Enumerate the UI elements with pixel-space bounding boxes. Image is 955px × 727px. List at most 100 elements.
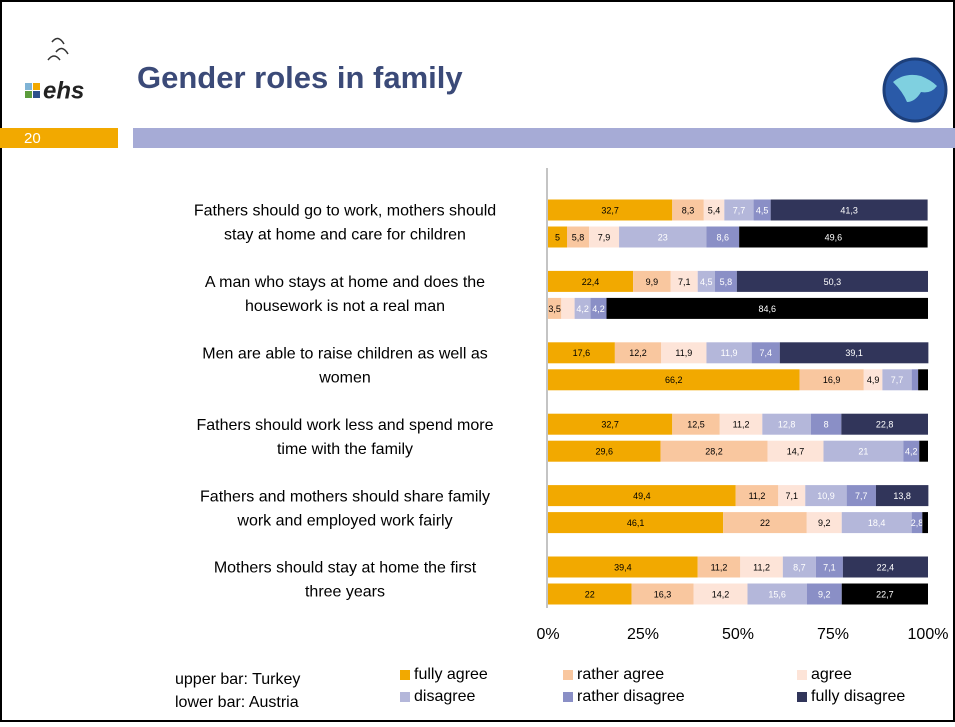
data-label: 8,7 xyxy=(793,562,806,572)
bar-segment xyxy=(548,485,736,507)
bar-segment xyxy=(619,226,707,248)
data-label: 12,8 xyxy=(778,420,796,430)
logo-square xyxy=(25,91,32,98)
legend-swatch xyxy=(400,670,410,680)
category-label: housework is not a real man xyxy=(245,298,445,315)
logo-square xyxy=(33,91,40,98)
bar-segment xyxy=(548,369,800,391)
data-label: 32,7 xyxy=(601,420,619,430)
bar-segment xyxy=(706,342,752,364)
data-label: 22,8 xyxy=(876,420,894,430)
data-label: 84,6 xyxy=(758,304,776,314)
logo: ehs xyxy=(25,37,84,104)
category-label: time with the family xyxy=(277,441,413,458)
bar-segment xyxy=(633,270,671,292)
page-number: 20 xyxy=(24,130,41,147)
bar-segment xyxy=(548,556,698,578)
data-label: 14,2 xyxy=(712,589,730,599)
bar-segment xyxy=(841,512,912,534)
category-label: stay at home and care for children xyxy=(224,227,466,244)
data-label: 5 xyxy=(555,232,560,242)
data-label: 11,9 xyxy=(721,348,738,358)
bar-segment xyxy=(661,342,707,364)
bar-segment xyxy=(805,485,847,507)
data-label: 7,7 xyxy=(733,205,746,215)
legend-label: rather disagree xyxy=(577,688,685,705)
category-label: three years xyxy=(305,584,385,601)
data-label: 7,4 xyxy=(759,348,772,358)
bar-segment xyxy=(842,556,928,578)
bar-segment xyxy=(703,199,725,221)
data-label: 22 xyxy=(585,589,595,599)
logo-figure xyxy=(47,37,69,61)
emblem-map xyxy=(893,74,937,102)
bar-segment xyxy=(548,583,632,605)
data-label: 11,9 xyxy=(675,348,692,358)
category-label: Fathers should go to work, mothers shoul… xyxy=(194,203,496,220)
bar-segment xyxy=(875,485,929,507)
bar-segment xyxy=(770,199,928,221)
bar-segment xyxy=(736,270,928,292)
bar-segment xyxy=(548,226,567,248)
bar-segment xyxy=(548,512,724,534)
bar-segment xyxy=(806,583,842,605)
data-label: 8,3 xyxy=(682,205,695,215)
data-label: 11,2 xyxy=(749,491,766,501)
note: lower bar: Austria xyxy=(175,694,299,711)
bar-segment xyxy=(548,413,673,435)
data-label: 11,2 xyxy=(711,562,728,572)
data-label: 21 xyxy=(858,447,868,457)
data-label: 7,1 xyxy=(786,491,799,501)
data-label: 5,4 xyxy=(708,205,721,215)
bar-segment xyxy=(697,556,741,578)
bar-segment xyxy=(548,342,615,364)
data-label: 49,6 xyxy=(825,232,843,242)
bar-segment xyxy=(574,297,591,319)
bar-segment xyxy=(841,413,928,435)
bar-segment xyxy=(719,413,763,435)
bar-segment xyxy=(911,369,919,391)
data-label: 32,7 xyxy=(601,205,619,215)
bar-segment xyxy=(882,369,912,391)
data-label: 49,4 xyxy=(633,491,651,501)
data-label: 46,1 xyxy=(627,518,645,528)
bar-segment xyxy=(614,342,662,364)
bar-segment xyxy=(751,342,780,364)
category-label: Mothers should stay at home the first xyxy=(214,560,477,577)
bar-segment xyxy=(846,485,876,507)
bar-segment xyxy=(806,512,842,534)
bar-segment xyxy=(919,440,928,462)
x-tick-label: 100% xyxy=(908,626,949,643)
bar-segment xyxy=(548,270,634,292)
data-label: 22,4 xyxy=(877,562,895,572)
x-tick-label: 25% xyxy=(627,626,659,643)
bar-segment xyxy=(815,556,843,578)
data-label: 7,1 xyxy=(678,277,691,287)
x-tick-label: 50% xyxy=(722,626,754,643)
data-label: 7,9 xyxy=(598,232,611,242)
note: upper bar: Turkey xyxy=(175,671,300,688)
data-label: 4,2 xyxy=(905,447,918,457)
slide-title: Gender roles in family xyxy=(137,60,463,95)
data-label: 22,7 xyxy=(876,589,894,599)
legend-label: fully disagree xyxy=(811,688,905,705)
category-label: Fathers should work less and spend more xyxy=(196,417,493,434)
data-label: 50,3 xyxy=(824,277,842,287)
logo-square xyxy=(25,83,32,90)
bar-segment xyxy=(561,297,575,319)
bar-segment xyxy=(903,440,920,462)
bar-segment xyxy=(706,226,740,248)
bar-segment xyxy=(589,226,620,248)
data-label: 17,6 xyxy=(573,348,591,358)
data-label: 7,7 xyxy=(855,491,868,501)
bar-segment xyxy=(922,512,928,534)
bar-segment xyxy=(918,369,928,391)
category-label: A man who stays at home and does the xyxy=(205,274,485,291)
data-label: 7,1 xyxy=(823,562,836,572)
data-label: 15,6 xyxy=(768,589,786,599)
data-label: 29,6 xyxy=(595,447,613,457)
header-band xyxy=(133,128,955,148)
bar-segment xyxy=(672,413,720,435)
legend-label: disagree xyxy=(414,688,475,705)
